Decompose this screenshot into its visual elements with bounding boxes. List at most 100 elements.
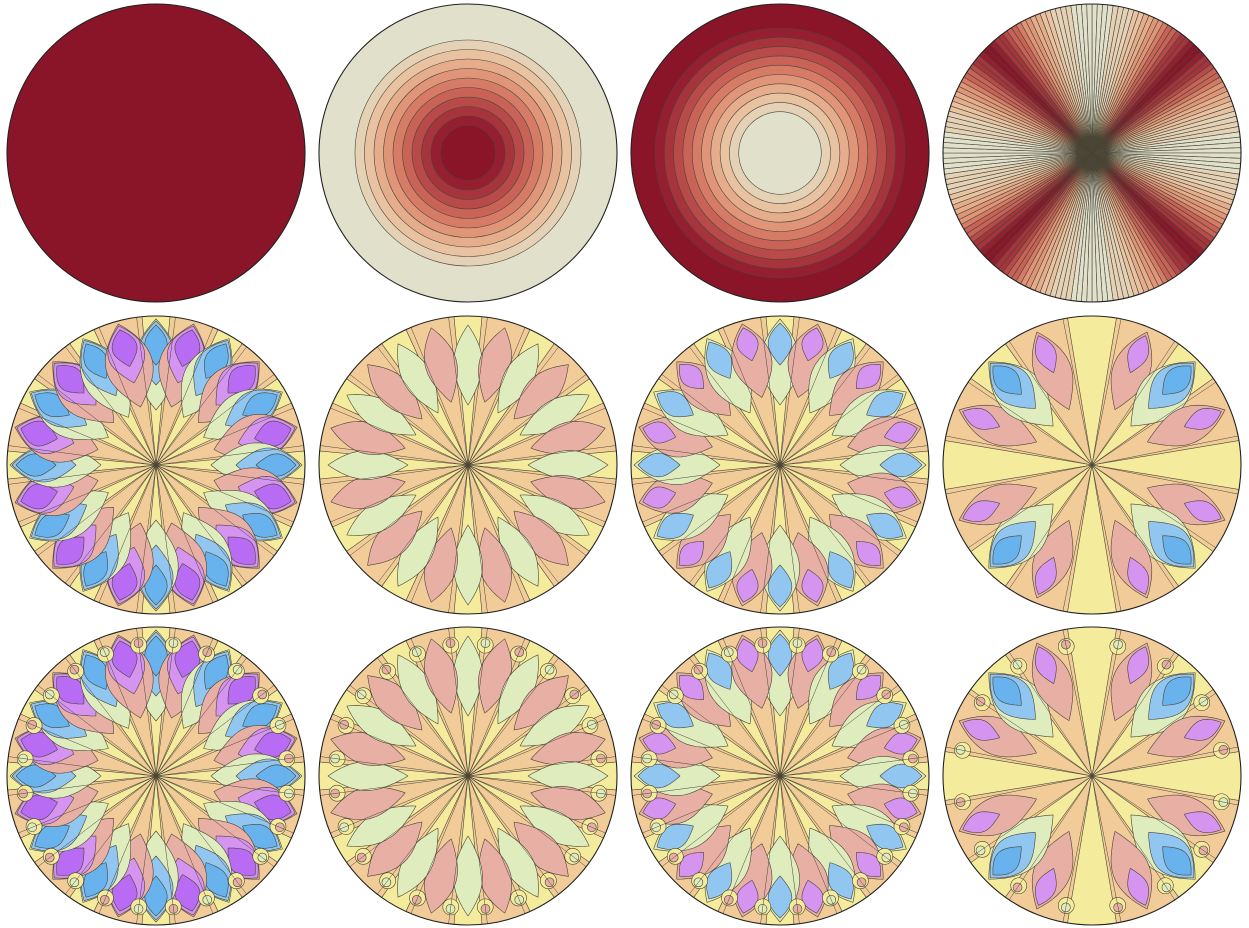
- nodal-line: [155, 775, 304, 796]
- nodal-line: [377, 464, 469, 584]
- nodal-line: [661, 775, 781, 867]
- fan-sector: [1091, 141, 1241, 154]
- pink-lobe: [424, 638, 458, 714]
- nodal-line: [967, 382, 1093, 466]
- fan-sector: [1091, 152, 1104, 302]
- nodal-line: [136, 628, 157, 777]
- nodal-line: [155, 718, 294, 777]
- nodal-line: [467, 628, 488, 777]
- contour-ring: [440, 125, 496, 181]
- center-point: [154, 463, 158, 467]
- nodal-line: [689, 346, 781, 466]
- nodal-line: [18, 464, 157, 523]
- nodal-line: [448, 317, 469, 466]
- nodal-line: [155, 346, 247, 466]
- nodal-line: [1091, 464, 1239, 495]
- nodal-line: [967, 464, 1093, 548]
- nodal-line: [155, 775, 275, 867]
- nodal-line: [661, 374, 781, 466]
- disk-border: [6, 626, 306, 926]
- nodal-line: [779, 346, 871, 466]
- light-blue-lobe: [866, 823, 904, 850]
- lilac-lobe: [1035, 335, 1057, 373]
- nodal-line: [155, 464, 275, 556]
- nodal-line: [155, 464, 304, 485]
- nodal-line: [98, 327, 157, 466]
- nodal-line: [779, 407, 918, 466]
- disk-border: [6, 315, 306, 615]
- nodal-line: [722, 638, 781, 777]
- nodal-line: [1091, 382, 1217, 466]
- nodal-line: [689, 657, 781, 777]
- light-blue-lobe: [827, 652, 854, 690]
- nodal-line: [689, 775, 781, 895]
- nodal-line: [1091, 464, 1122, 612]
- nodal-line: [779, 685, 899, 777]
- nodal-line: [1062, 318, 1093, 466]
- nodal-line: [467, 756, 616, 777]
- lilac-lobe: [962, 500, 1000, 522]
- lilac-lobe: [856, 852, 881, 877]
- nodal-line: [722, 775, 781, 914]
- nodal-line: [1091, 435, 1239, 466]
- lilac-lobe: [679, 852, 704, 877]
- mode-panel-1: [4, 1, 308, 305]
- nodal-line: [1091, 651, 1175, 777]
- lilac-lobe: [1184, 500, 1222, 522]
- nodal-line: [410, 775, 469, 914]
- nodal-line: [467, 685, 587, 777]
- nodal-line: [1091, 746, 1239, 777]
- nodal-line: [320, 445, 469, 466]
- light-blue-lobe: [827, 862, 854, 900]
- nodal-line: [155, 657, 247, 777]
- center-point: [778, 774, 782, 778]
- lilac-lobe: [736, 880, 759, 914]
- blue-lobe: [1162, 535, 1192, 565]
- nodal-line: [155, 464, 247, 584]
- lilac-lobe: [1127, 557, 1149, 595]
- disk-plot: [6, 315, 306, 615]
- disk-border: [318, 315, 618, 615]
- light-blue-lobe: [866, 702, 904, 729]
- blue-lobe: [1162, 846, 1192, 876]
- pink-lobe: [424, 327, 458, 403]
- nodal-line: [779, 317, 800, 466]
- lilac-lobe: [1127, 868, 1149, 906]
- disk-border: [942, 626, 1242, 926]
- light-blue-lobe: [706, 652, 733, 690]
- nodal-line: [779, 464, 928, 485]
- light-blue-lobe: [767, 564, 793, 608]
- nodal-line: [467, 407, 606, 466]
- blue-lobe: [1162, 676, 1192, 706]
- nodal-line: [1009, 775, 1093, 901]
- nodal-line: [37, 464, 157, 556]
- nodal-line: [467, 775, 616, 796]
- nodal-line: [18, 775, 157, 834]
- nodal-line: [467, 327, 526, 466]
- lilac-lobe: [801, 569, 824, 603]
- nodal-line: [448, 775, 469, 924]
- nodal-line: [349, 374, 469, 466]
- lilac-lobe: [884, 486, 918, 509]
- nodal-line: [779, 628, 800, 777]
- nodal-line: [779, 775, 838, 914]
- nodal-line: [98, 775, 157, 914]
- nodal-line: [661, 685, 781, 777]
- nodal-line: [467, 445, 616, 466]
- nodal-line: [320, 756, 469, 777]
- mode-panel-12: [940, 624, 1244, 928]
- lilac-lobe: [1184, 811, 1222, 833]
- nodal-line: [945, 746, 1093, 777]
- light-blue-lobe: [866, 391, 904, 418]
- lilac-lobe: [1035, 646, 1057, 684]
- nodal-line: [779, 775, 899, 867]
- nodal-line: [377, 346, 469, 466]
- nodal-line: [467, 464, 587, 556]
- nodal-line: [1009, 651, 1093, 777]
- mode-panel-4: [940, 1, 1244, 305]
- lilac-lobe: [884, 732, 918, 755]
- lilac-lobe: [642, 486, 676, 509]
- nodal-line: [330, 407, 469, 466]
- nodal-line: [467, 775, 488, 924]
